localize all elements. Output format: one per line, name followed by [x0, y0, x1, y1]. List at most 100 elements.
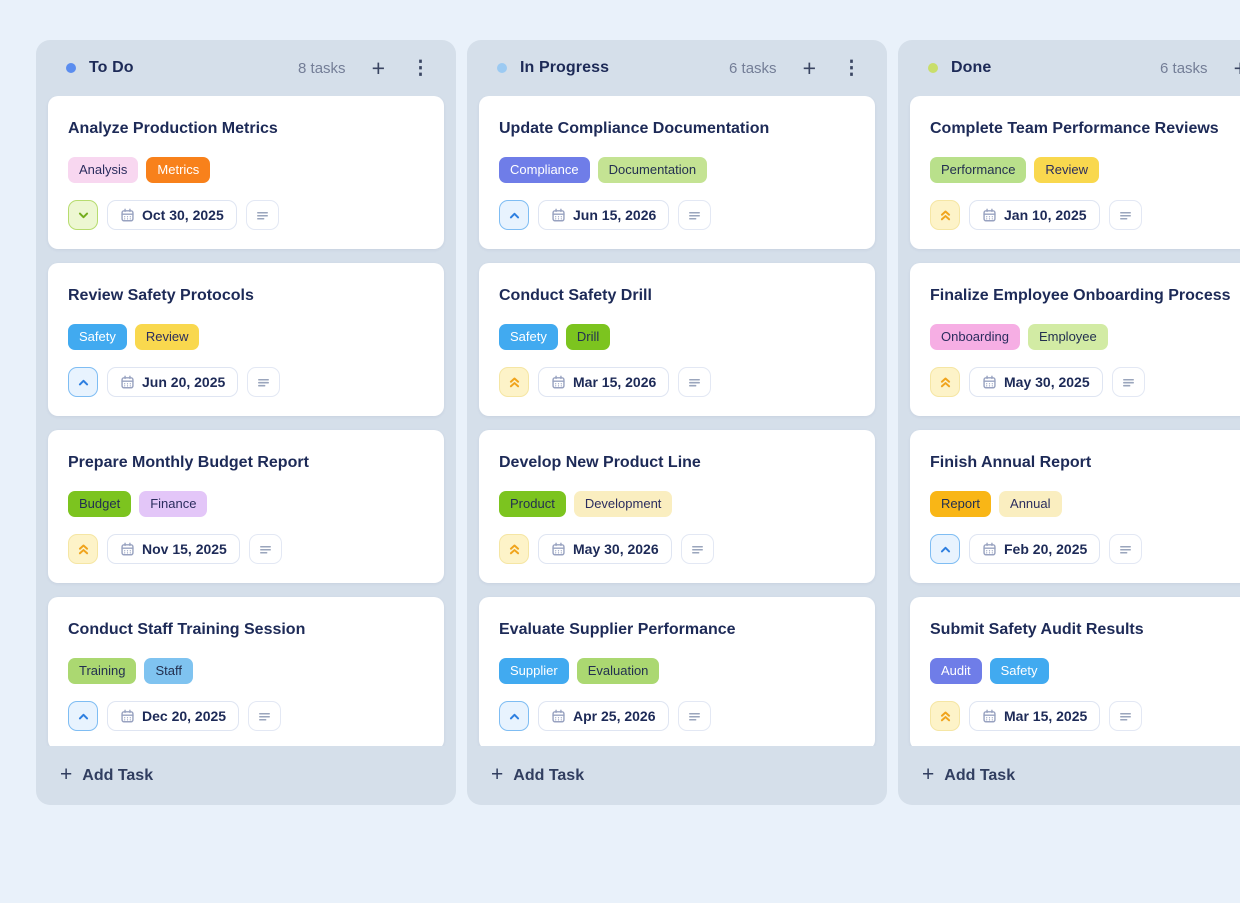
due-date: May 30, 2025 [1004, 374, 1090, 390]
priority-chip-high[interactable] [499, 534, 529, 564]
due-date-chip[interactable]: Apr 25, 2026 [538, 701, 669, 731]
add-card-button[interactable]: + [372, 56, 385, 80]
add-task-button[interactable]: + Add Task [491, 764, 584, 786]
due-date-chip[interactable]: Jun 15, 2026 [538, 200, 670, 230]
kebab-menu-icon: ⋮ [842, 57, 861, 79]
description-chip[interactable] [1108, 200, 1142, 230]
due-date-chip[interactable]: Mar 15, 2026 [538, 367, 670, 397]
column-menu-button[interactable]: ⋮ [411, 59, 430, 78]
tag: Review [134, 324, 200, 350]
priority-chip-medium[interactable] [499, 200, 529, 230]
tag: Employee [1027, 324, 1108, 350]
task-meta: Dec 20, 2025 [68, 701, 424, 731]
chevron-up-icon [940, 546, 950, 552]
kanban-column-todo: To Do 8 tasks + ⋮ Analyze Production Met… [36, 40, 456, 805]
due-date-chip[interactable]: Dec 20, 2025 [107, 701, 240, 731]
priority-chip-medium[interactable] [499, 701, 529, 731]
priority-chip-high[interactable] [930, 200, 960, 230]
due-date-chip[interactable]: Feb 20, 2025 [969, 534, 1101, 564]
description-chip[interactable] [248, 534, 282, 564]
add-task-button[interactable]: + Add Task [60, 763, 153, 786]
task-title: Conduct Safety Drill [499, 287, 652, 304]
description-chip[interactable] [1109, 701, 1143, 731]
description-chip[interactable] [677, 701, 711, 731]
due-date-chip[interactable]: Mar 15, 2025 [969, 701, 1101, 731]
due-date-chip[interactable]: Jan 10, 2025 [969, 200, 1100, 230]
calendar-icon [121, 709, 134, 722]
task-meta: Mar 15, 2025 [930, 701, 1240, 731]
priority-chip-medium[interactable] [930, 534, 960, 564]
priority-chip-medium[interactable] [68, 367, 98, 397]
due-date: Jun 20, 2025 [142, 374, 226, 390]
calendar-icon [983, 542, 996, 555]
due-date: Mar 15, 2025 [1004, 708, 1088, 724]
due-date-chip[interactable]: May 30, 2026 [538, 534, 672, 564]
tag-list: Budget Finance [68, 491, 424, 517]
task-card[interactable]: Review Safety Protocols Safety Review Jun… [48, 263, 444, 416]
tag: Analysis [68, 157, 139, 183]
description-chip[interactable] [248, 701, 282, 731]
task-meta: May 30, 2025 [930, 367, 1240, 397]
task-card[interactable]: Finalize Employee Onboarding Process Onb… [910, 263, 1240, 416]
task-card[interactable]: Finish Annual Report Report Annual Feb 20… [910, 430, 1240, 583]
due-date: Nov 15, 2025 [142, 541, 227, 557]
tag-list: Report Annual [930, 491, 1240, 517]
double-chevron-up-icon [940, 711, 950, 721]
tag-list: Product Development [499, 491, 855, 517]
task-card[interactable]: Update Compliance Documentation Complian… [479, 96, 875, 249]
task-card[interactable]: Conduct Safety Drill Safety Drill Mar 15,… [479, 263, 875, 416]
plus-icon: + [802, 54, 816, 81]
column-menu-button[interactable]: ⋮ [842, 59, 861, 78]
due-date-chip[interactable]: Oct 30, 2025 [107, 200, 237, 230]
tag: Performance [930, 157, 1027, 183]
due-date-chip[interactable]: Nov 15, 2025 [107, 534, 240, 564]
priority-chip-high[interactable] [930, 367, 960, 397]
task-meta: Oct 30, 2025 [68, 200, 424, 230]
description-chip[interactable] [1111, 367, 1145, 397]
description-lines-icon [691, 545, 703, 553]
calendar-icon [983, 208, 996, 221]
due-date-chip[interactable]: May 30, 2025 [969, 367, 1103, 397]
calendar-icon [121, 208, 134, 221]
priority-chip-high[interactable] [930, 701, 960, 731]
tag: Evaluation [576, 658, 660, 684]
task-card[interactable]: Evaluate Supplier Performance Supplier Ev… [479, 597, 875, 746]
task-card[interactable]: Complete Team Performance Reviews Perfor… [910, 96, 1240, 249]
task-card[interactable]: Develop New Product Line Product Developm… [479, 430, 875, 583]
column-task-count: 8 tasks [298, 59, 346, 77]
due-date-chip[interactable]: Jun 20, 2025 [107, 367, 239, 397]
column-status-dot [66, 63, 76, 73]
column-status-dot [497, 63, 507, 73]
description-chip[interactable] [247, 367, 281, 397]
plus-icon: + [60, 763, 73, 786]
description-chip[interactable] [680, 534, 714, 564]
priority-chip-medium[interactable] [68, 701, 98, 731]
task-meta: Nov 15, 2025 [68, 534, 424, 564]
priority-chip-high[interactable] [68, 534, 98, 564]
description-chip[interactable] [678, 200, 712, 230]
add-card-button[interactable]: + [1234, 56, 1240, 80]
tag: Staff [144, 658, 193, 684]
task-title: Update Compliance Documentation [499, 120, 770, 137]
priority-chip-high[interactable] [499, 367, 529, 397]
task-card[interactable]: Conduct Staff Training Session Training S… [48, 597, 444, 746]
task-card[interactable]: Submit Safety Audit Results Audit Safety … [910, 597, 1240, 746]
priority-chip-low[interactable] [68, 200, 98, 230]
add-task-button[interactable]: + Add Task [922, 764, 1015, 786]
description-lines-icon [688, 712, 700, 720]
column-footer: + Add Task [898, 746, 1240, 805]
add-card-button[interactable]: + [802, 54, 816, 81]
calendar-icon [552, 375, 565, 388]
description-chip[interactable] [1109, 534, 1143, 564]
tag: Training [68, 658, 137, 684]
double-chevron-up-icon [509, 377, 519, 387]
task-card[interactable]: Analyze Production Metrics Analysis Metri… [48, 96, 444, 249]
calendar-icon [121, 375, 134, 388]
description-chip[interactable] [245, 200, 279, 230]
description-lines-icon [259, 712, 271, 720]
double-chevron-up-icon [940, 210, 950, 220]
task-title: Submit Safety Audit Results [930, 621, 1144, 638]
description-lines-icon [1120, 545, 1132, 553]
task-card[interactable]: Prepare Monthly Budget Report Budget Fina… [48, 430, 444, 583]
description-chip[interactable] [678, 367, 712, 397]
